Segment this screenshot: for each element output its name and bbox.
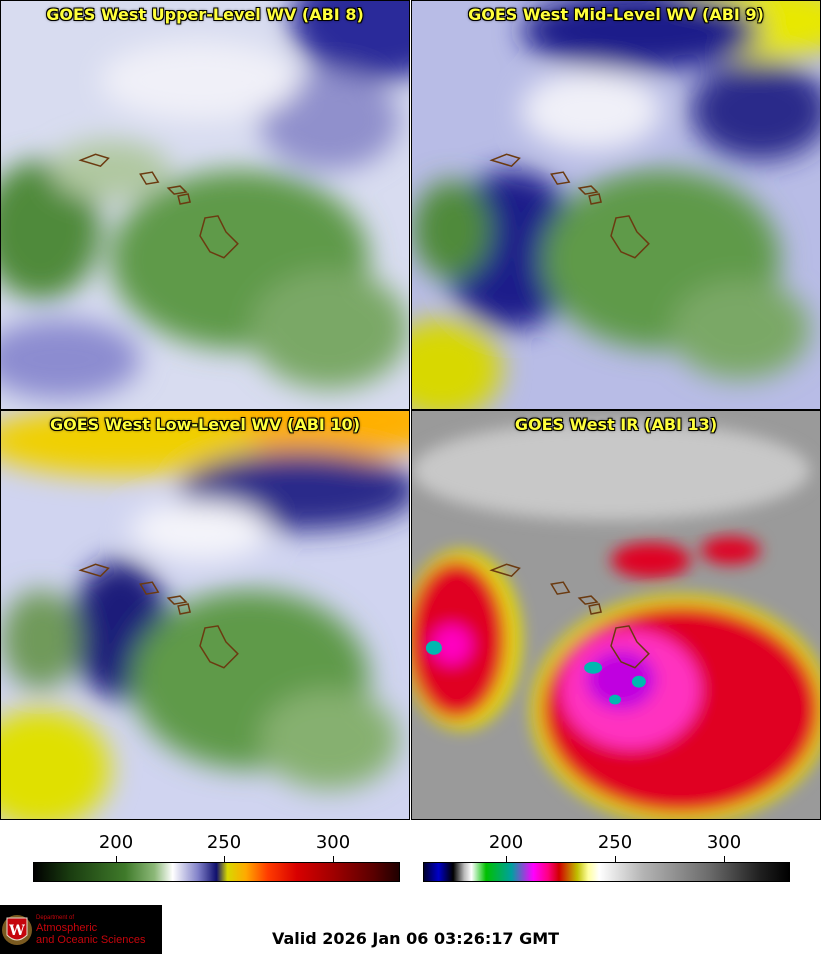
colorbar-tick-label: 200 xyxy=(98,832,134,853)
mid-level-wv-panel: GOES West Mid-Level WV (ABI 9) xyxy=(411,0,821,410)
uw-crest-icon: W xyxy=(2,915,32,945)
logo-dept: Department of xyxy=(36,915,75,921)
ir-panel: GOES West IR (ABI 13) xyxy=(411,410,821,820)
colorbar-tick-mark xyxy=(116,856,117,862)
mid-level-wv-image xyxy=(412,1,820,409)
low-level-wv-image xyxy=(1,411,409,819)
logo-text: Department of Atmospheric and Oceanic Sc… xyxy=(36,915,145,946)
uw-aos-logo: W Department of Atmospheric and Oceanic … xyxy=(0,905,162,954)
colorbar-tick-mark xyxy=(506,856,507,862)
logo-line2: and Oceanic Sciences xyxy=(36,934,146,946)
panel-title: GOES West Upper-Level WV (ABI 8) xyxy=(46,5,364,24)
colorbar-tick-label: 250 xyxy=(206,832,242,853)
colorbar-tick-mark xyxy=(224,856,225,862)
panel-title: GOES West Low-Level WV (ABI 10) xyxy=(49,415,360,434)
valid-time: Valid 2026 Jan 06 03:26:17 GMT xyxy=(272,929,560,948)
colorbar-tick-mark xyxy=(333,856,334,862)
panel-title: GOES West IR (ABI 13) xyxy=(514,415,718,434)
logo-line1: Atmospheric xyxy=(36,922,98,934)
upper-level-wv-image xyxy=(1,1,409,409)
wv-colorbar xyxy=(33,862,400,882)
crest-letter: W xyxy=(8,923,25,939)
colorbar-tick-label: 200 xyxy=(488,832,524,853)
upper-level-wv-panel: GOES West Upper-Level WV (ABI 8) xyxy=(0,0,410,410)
colorbar-tick-mark xyxy=(724,856,725,862)
low-level-wv-panel: GOES West Low-Level WV (ABI 10) xyxy=(0,410,410,820)
ir-image xyxy=(412,411,820,819)
colorbar-tick-label: 300 xyxy=(706,832,742,853)
ir-colorbar xyxy=(423,862,790,882)
colorbar-tick-mark xyxy=(615,856,616,862)
panel-title: GOES West Mid-Level WV (ABI 9) xyxy=(468,5,764,24)
colorbar-tick-label: 250 xyxy=(597,832,633,853)
colorbar-tick-label: 300 xyxy=(315,832,351,853)
